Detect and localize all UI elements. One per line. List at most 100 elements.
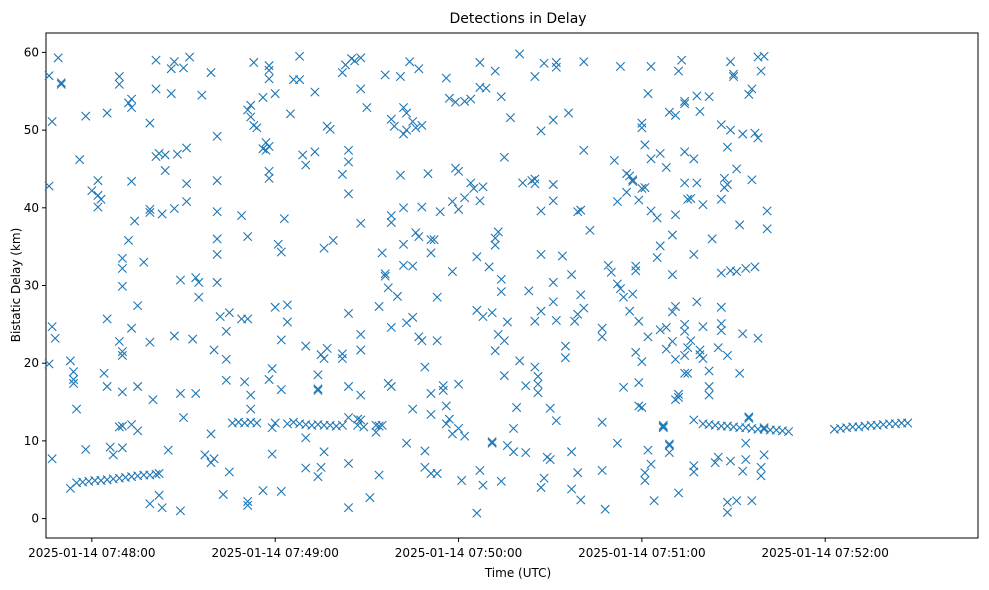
data-point	[441, 419, 451, 429]
data-point	[695, 350, 705, 360]
data-point	[432, 336, 442, 346]
data-point	[576, 205, 586, 215]
data-point	[398, 129, 409, 139]
data-point	[117, 387, 127, 397]
data-point	[343, 412, 354, 423]
data-point	[460, 96, 470, 106]
data-point	[414, 231, 424, 242]
data-point	[44, 71, 54, 81]
data-point	[145, 499, 155, 509]
data-point	[243, 314, 253, 324]
data-point	[680, 350, 690, 361]
data-point	[447, 266, 458, 277]
data-point	[212, 277, 222, 287]
data-point	[579, 303, 589, 313]
data-point	[628, 175, 638, 185]
data-point	[496, 92, 506, 102]
data-point	[551, 416, 561, 426]
data-point	[738, 466, 748, 476]
data-point	[151, 84, 161, 94]
data-point	[282, 419, 292, 429]
data-point	[725, 125, 736, 135]
data-point	[264, 74, 274, 84]
data-point	[664, 447, 674, 458]
data-point	[680, 96, 690, 106]
data-point	[221, 354, 231, 364]
data-point	[270, 302, 280, 312]
data-point	[444, 93, 454, 103]
data-point	[490, 346, 500, 356]
x-axis: 2025-01-14 07:48:00 2025-01-14 07:49:00 20…	[28, 538, 889, 560]
data-point	[175, 388, 186, 399]
data-point	[548, 297, 558, 307]
data-point	[151, 55, 161, 65]
data-point	[71, 404, 82, 414]
data-point	[356, 415, 366, 425]
data-point	[680, 178, 690, 188]
data-point	[689, 154, 699, 164]
data-point	[566, 484, 577, 494]
data-point	[530, 316, 540, 326]
data-point	[756, 462, 766, 472]
data-point	[741, 438, 751, 448]
data-point	[429, 235, 439, 245]
data-point	[441, 401, 451, 411]
data-point	[117, 253, 127, 263]
data-point	[246, 100, 256, 110]
data-point	[301, 463, 311, 473]
data-point	[377, 420, 387, 430]
data-point	[545, 454, 555, 465]
data-point	[597, 323, 607, 333]
plot-frame	[45, 32, 979, 539]
data-point	[81, 444, 91, 455]
data-point	[646, 459, 656, 469]
data-point	[438, 381, 448, 391]
data-point	[496, 287, 506, 297]
data-point	[698, 322, 708, 332]
data-point	[713, 452, 723, 462]
data-point	[246, 112, 256, 122]
data-point	[460, 431, 470, 441]
data-point	[741, 263, 751, 273]
data-point	[487, 308, 497, 318]
data-point	[741, 454, 751, 465]
data-point	[123, 235, 134, 246]
data-point	[453, 204, 464, 214]
data-point	[337, 349, 347, 359]
data-point	[194, 292, 204, 302]
data-point	[612, 197, 623, 207]
data-point	[744, 89, 754, 99]
data-point	[408, 312, 418, 322]
data-point	[172, 149, 182, 159]
data-point	[337, 68, 347, 78]
data-point	[53, 53, 63, 63]
data-point	[212, 207, 222, 217]
data-point	[386, 210, 396, 221]
data-point	[123, 98, 134, 108]
data-point	[126, 94, 137, 104]
data-point	[93, 190, 103, 200]
data-point	[637, 357, 647, 367]
data-point	[524, 286, 534, 296]
data-point	[432, 468, 442, 479]
data-point	[215, 311, 225, 322]
data-point	[670, 210, 681, 220]
data-point	[490, 66, 500, 76]
y-tick-label: 10	[24, 434, 39, 448]
data-point	[625, 306, 635, 316]
data-point	[456, 475, 467, 486]
data-point	[420, 362, 430, 372]
data-point	[707, 234, 717, 244]
data-point	[637, 118, 647, 128]
data-point	[337, 169, 347, 179]
data-point	[295, 75, 305, 85]
data-point	[704, 381, 714, 392]
data-point	[386, 114, 396, 124]
data-point	[47, 454, 57, 464]
data-point	[356, 390, 366, 400]
data-point	[81, 111, 91, 121]
data-point	[643, 332, 653, 342]
data-point	[417, 202, 427, 212]
data-point	[145, 207, 155, 218]
data-point	[472, 508, 482, 518]
